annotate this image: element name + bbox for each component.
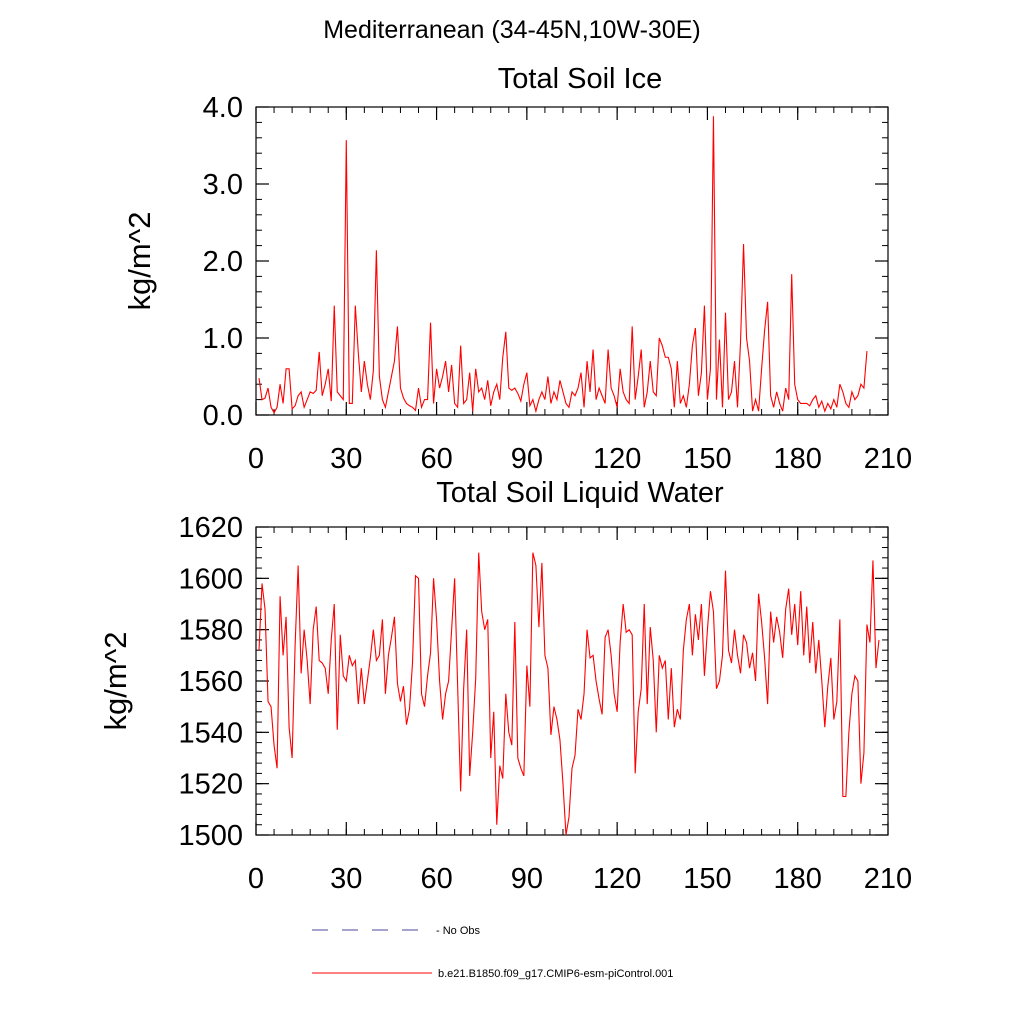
- y-tick-label: 1500: [178, 820, 243, 852]
- legend: - No Obs b.e21.B1850.f09_g17.CMIP6-esm-pi…: [312, 925, 673, 980]
- x-tick-label: 30: [330, 443, 362, 475]
- x-tick-label: 60: [420, 443, 452, 475]
- x-tick-label: 150: [683, 443, 731, 475]
- y-tick-label: 1560: [178, 666, 243, 698]
- plot-frame: [255, 106, 889, 416]
- legend-obs-label: - No Obs: [436, 925, 481, 937]
- x-tick-label: 0: [248, 863, 264, 895]
- panel-title: Total Soil Liquid Water: [436, 477, 724, 509]
- y-tick-label: 1540: [178, 717, 243, 749]
- y-axis-label: kg/m^2: [122, 212, 157, 311]
- x-tick-label: 0: [248, 443, 264, 475]
- panel-title: Total Soil Ice: [498, 63, 662, 95]
- y-tick-label: 3.0: [203, 169, 243, 201]
- y-tick-label: 1600: [178, 563, 243, 595]
- x-tick-label: 60: [420, 863, 452, 895]
- y-tick-label: 0.0: [203, 400, 243, 432]
- x-tick-label: 90: [511, 863, 543, 895]
- series-line: [258, 116, 868, 414]
- x-tick-label: 180: [774, 443, 822, 475]
- y-tick-label: 1580: [178, 615, 243, 647]
- y-axis-label: kg/m^2: [98, 632, 133, 731]
- x-tick-label: 210: [864, 863, 912, 895]
- x-tick-label: 210: [864, 443, 912, 475]
- panel-soil-liquid-water: 0 30 60 90 120 150 180 210 1500 1520 1540 1560 1580 1…: [98, 477, 912, 895]
- x-tick-label: 180: [774, 863, 822, 895]
- y-tick-label: 1.0: [203, 323, 243, 355]
- legend-model-label: b.e21.B1850.f09_g17.CMIP6-esm-piControl.…: [438, 968, 673, 980]
- panel-soil-ice: 0 30 60 90 120 150 180 210 0.0 1.0 2.0 3.0 4.0 Total …: [122, 63, 912, 475]
- x-tick-label: 30: [330, 863, 362, 895]
- y-tick-label: 2.0: [203, 246, 243, 278]
- page-title: Mediterranean (34-45N,10W-30E): [323, 16, 701, 44]
- series-line: [258, 552, 880, 836]
- y-tick-label: 1520: [178, 769, 243, 801]
- x-tick-label: 90: [511, 443, 543, 475]
- y-tick-label: 1620: [178, 512, 243, 544]
- x-tick-label: 120: [593, 443, 641, 475]
- x-tick-label: 120: [593, 863, 641, 895]
- plot-frame: [255, 526, 889, 836]
- x-tick-label: 150: [683, 863, 731, 895]
- y-tick-label: 4.0: [203, 92, 243, 124]
